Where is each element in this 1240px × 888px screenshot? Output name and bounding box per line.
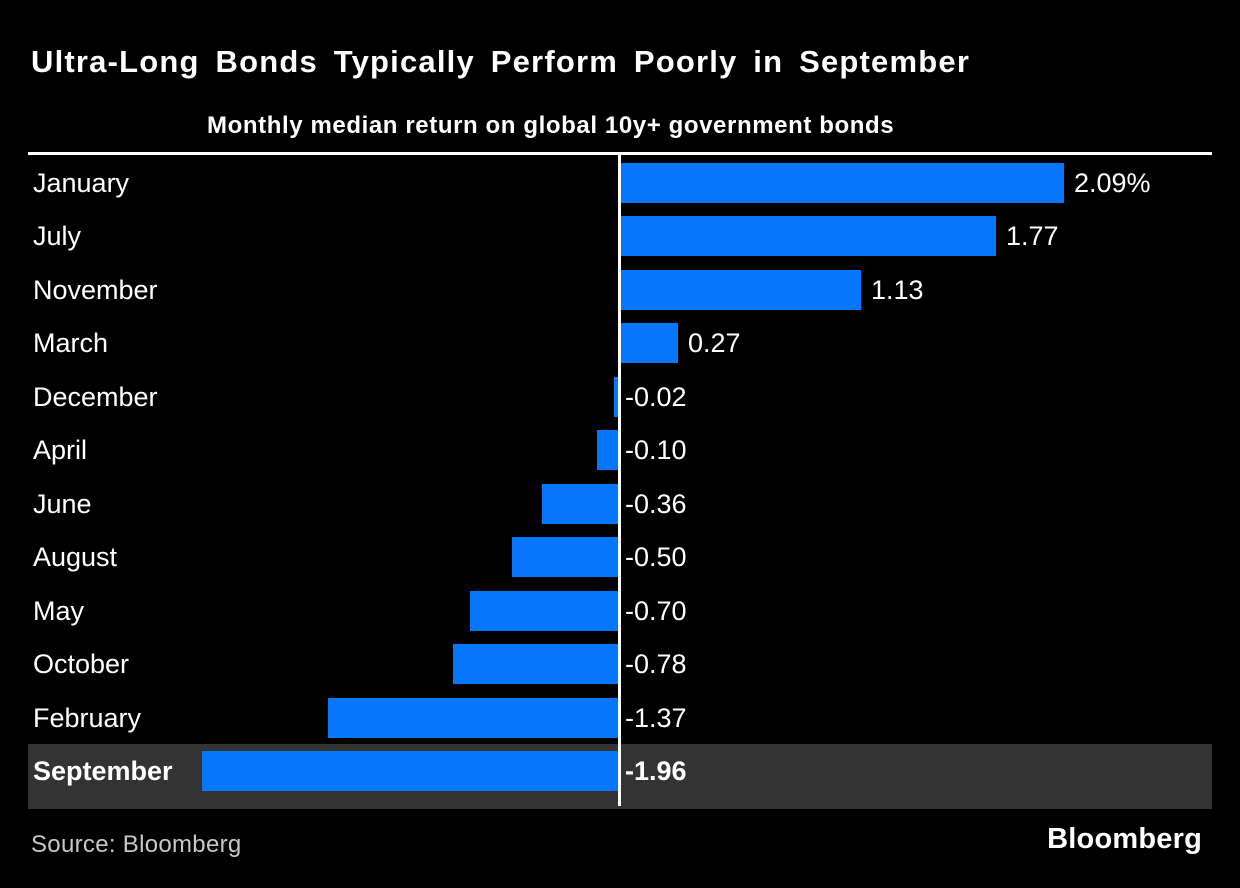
category-label: October <box>33 649 130 679</box>
chart-area: January 2.09% July 1.77 November 1.13 March 0.2… <box>0 155 1240 810</box>
bar <box>542 484 618 524</box>
source-note: Source: Bloomberg <box>31 831 242 858</box>
value-label: -0.10 <box>625 435 687 465</box>
bar <box>512 537 618 577</box>
category-label: August <box>33 542 118 572</box>
category-label: March <box>33 328 109 358</box>
value-label: 1.77 <box>1006 221 1059 251</box>
category-label: April <box>33 435 88 465</box>
bar <box>621 323 678 363</box>
category-label: December <box>33 382 158 412</box>
category-label: May <box>33 596 85 626</box>
category-label: June <box>33 489 92 519</box>
category-label: November <box>33 275 158 305</box>
value-label: -1.37 <box>625 703 687 733</box>
category-label: September <box>33 756 173 786</box>
bar <box>614 377 618 417</box>
category-label: February <box>33 703 142 733</box>
value-label: -0.70 <box>625 596 687 626</box>
category-label: January <box>33 168 130 198</box>
value-label: -0.02 <box>625 382 687 412</box>
bar <box>453 644 618 684</box>
category-label: July <box>33 221 82 251</box>
value-label: -1.96 <box>625 756 687 786</box>
bar <box>470 591 618 631</box>
bar <box>597 430 618 470</box>
value-label: -0.36 <box>625 489 687 519</box>
value-label: -0.50 <box>625 542 687 572</box>
value-label: 2.09% <box>1074 168 1151 198</box>
header-divider <box>28 152 1212 155</box>
bar <box>621 163 1064 203</box>
zero-axis-line <box>618 155 621 806</box>
chart-title: Ultra-Long Bonds Typically Perform Poorl… <box>31 44 971 79</box>
bar <box>202 751 618 791</box>
chart-subtitle: Monthly median return on global 10y+ gov… <box>207 112 895 139</box>
value-label: 0.27 <box>688 328 741 358</box>
bar <box>621 270 861 310</box>
value-label: -0.78 <box>625 649 687 679</box>
bloomberg-logo: Bloomberg <box>1047 823 1202 855</box>
bar <box>328 698 618 738</box>
bar <box>621 216 996 256</box>
value-label: 1.13 <box>871 275 924 305</box>
